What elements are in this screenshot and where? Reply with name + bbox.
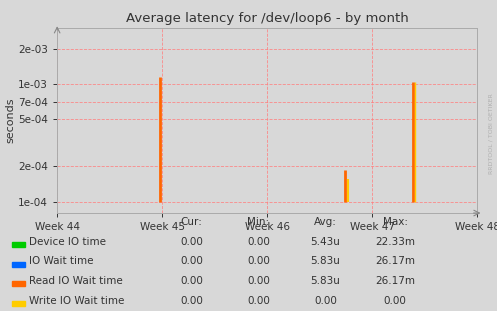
Title: Average latency for /dev/loop6 - by month: Average latency for /dev/loop6 - by mont…	[126, 12, 409, 26]
Text: 0.00: 0.00	[314, 295, 337, 305]
Text: 26.17m: 26.17m	[375, 256, 415, 266]
Text: 0.00: 0.00	[384, 295, 407, 305]
Text: Read IO Wait time: Read IO Wait time	[29, 276, 123, 286]
Text: 0.00: 0.00	[247, 276, 270, 286]
Text: 5.83u: 5.83u	[311, 256, 340, 266]
Text: Device IO time: Device IO time	[29, 237, 106, 247]
Text: 5.83u: 5.83u	[311, 276, 340, 286]
Text: 0.00: 0.00	[247, 295, 270, 305]
Text: Min:: Min:	[248, 217, 269, 227]
Text: Cur:: Cur:	[180, 217, 202, 227]
Text: 5.43u: 5.43u	[311, 237, 340, 247]
Text: Avg:: Avg:	[314, 217, 337, 227]
Text: 26.17m: 26.17m	[375, 276, 415, 286]
Text: 0.00: 0.00	[180, 295, 203, 305]
Text: Write IO Wait time: Write IO Wait time	[29, 295, 124, 305]
Text: 0.00: 0.00	[247, 237, 270, 247]
Text: 0.00: 0.00	[180, 237, 203, 247]
Text: 0.00: 0.00	[180, 276, 203, 286]
Text: Max:: Max:	[383, 217, 408, 227]
Text: IO Wait time: IO Wait time	[29, 256, 93, 266]
Text: RRDTOOL / TOBI OETIKER: RRDTOOL / TOBI OETIKER	[488, 93, 493, 174]
Text: 0.00: 0.00	[247, 256, 270, 266]
Text: 0.00: 0.00	[180, 256, 203, 266]
Y-axis label: seconds: seconds	[5, 98, 15, 143]
Text: 22.33m: 22.33m	[375, 237, 415, 247]
